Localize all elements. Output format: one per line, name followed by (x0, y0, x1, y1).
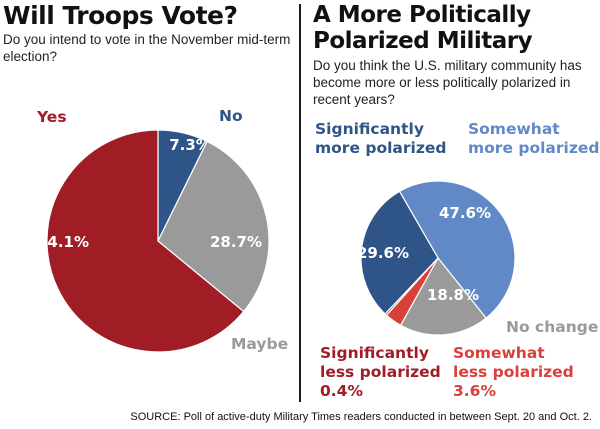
pie-category-label-significantly-more-polarized: Significantly more polarized (315, 120, 446, 157)
pie-category-label-maybe: Maybe (231, 335, 288, 353)
left-panel: Will Troops Vote? Do you intend to vote … (0, 0, 297, 405)
pie-category-label-significantly-less-polarized: Significantly less polarized (320, 344, 441, 381)
source-note: SOURCE: Poll of active-duty Military Tim… (130, 411, 592, 423)
pie-percent-label-somewhat-less-polarized: 3.6% (453, 382, 496, 400)
pie-category-label-no: No (219, 107, 243, 125)
right-panel: A More Politically Polarized Military Do… (303, 0, 600, 405)
pie-slice-maybe (157, 140, 270, 313)
pie-value-label-yes: 64.1% (37, 233, 89, 251)
pie-value-label-somewhat-more-polarized: 47.6% (439, 204, 491, 222)
right-pie-chart: 47.6% Somewhat more polarized 18.8% No chang… (315, 120, 599, 400)
pie-slice-somewhat-more-polarized (398, 180, 516, 319)
panel-divider (299, 4, 301, 402)
pie-slice-significantly-more-polarized (360, 190, 439, 315)
left-question: Do you intend to vote in the November mi… (3, 32, 291, 64)
right-question: Do you think the U.S. military community… (313, 58, 582, 107)
pie-category-label-somewhat-less-polarized: Somewhat less polarized (453, 344, 574, 381)
right-title: A More Politically Polarized Military (313, 2, 533, 54)
pie-value-label-no: 7.3% (169, 136, 211, 154)
pie-category-label-yes: Yes (36, 108, 67, 126)
pie-value-label-maybe: 28.7% (210, 233, 262, 251)
pie-percent-label-significantly-less-polarized: 0.4% (320, 382, 363, 400)
pie-slice-no-change (399, 256, 487, 336)
pie-value-label-no-change: 18.8% (427, 286, 479, 304)
pie-value-label-significantly-more-polarized: 29.6% (357, 244, 409, 262)
pie-slice-yes (46, 129, 245, 353)
pie-category-label-no-change: No change (506, 318, 598, 336)
pie-category-label-somewhat-more-polarized: Somewhat more polarized (468, 120, 599, 157)
left-pie-chart: 7.3% No 28.7% Maybe 64.1% Yes (36, 107, 288, 353)
left-title: Will Troops Vote? (3, 1, 238, 30)
